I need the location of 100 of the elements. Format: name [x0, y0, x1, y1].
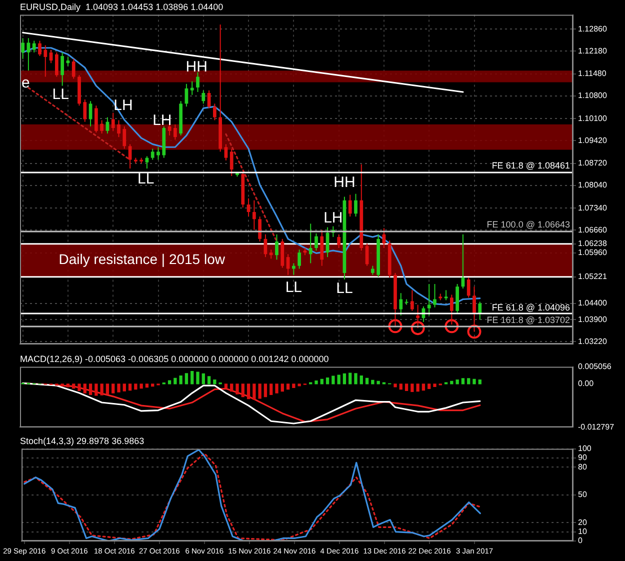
y-tick-label: 1.08040	[578, 180, 608, 190]
candlestick	[150, 148, 154, 160]
candlestick	[60, 52, 64, 86]
bar	[128, 384, 132, 391]
ref-line-label: FE 100.0 @ 1.06643	[486, 220, 570, 230]
candlestick	[94, 105, 98, 134]
candlestick	[399, 292, 403, 316]
candlestick	[258, 216, 262, 242]
bar	[314, 380, 318, 384]
bar	[467, 378, 470, 384]
annotation: LH	[152, 112, 172, 129]
bar	[145, 384, 149, 388]
bar	[461, 378, 465, 384]
bar	[270, 384, 273, 396]
bar	[134, 384, 138, 390]
bar	[298, 384, 301, 386]
bar	[348, 372, 352, 384]
bar	[258, 384, 262, 399]
candlestick	[478, 301, 482, 320]
bar	[292, 384, 296, 388]
annotation: LL	[138, 170, 154, 188]
y-tick-label: 20	[578, 518, 588, 527]
candlestick	[26, 38, 30, 72]
candlestick	[230, 148, 234, 176]
bar	[83, 384, 86, 394]
y-tick-label: 10	[578, 526, 588, 536]
bar	[196, 372, 200, 384]
candlestick	[38, 40, 42, 56]
bar	[399, 384, 402, 390]
y-tick-label: 1.10100	[578, 114, 608, 123]
bar	[207, 376, 211, 384]
y-tick-label: 1.03900	[578, 314, 608, 324]
bar	[326, 377, 330, 384]
y-tick-label: 1.03220	[578, 336, 608, 346]
bar	[433, 384, 436, 387]
bar	[410, 384, 414, 392]
bar	[140, 384, 143, 389]
chart-title: Stoch(14,3,3) 29.8978 36.9863	[20, 436, 144, 446]
candlestick	[314, 232, 318, 252]
candlestick	[21, 38, 25, 60]
y-tick-label: 1.12180	[578, 46, 608, 56]
bar	[376, 380, 380, 384]
bar	[168, 380, 172, 384]
y-tick-label: 0.005056	[578, 362, 612, 372]
bar	[241, 384, 244, 398]
candlestick	[128, 144, 132, 170]
y-tick-label: 1.05960	[578, 248, 608, 258]
y-tick-label: 0	[578, 536, 583, 546]
candlestick	[298, 249, 302, 270]
candlestick	[275, 234, 278, 260]
y-tick-label: 1.04400	[578, 298, 608, 308]
candlestick	[72, 58, 76, 80]
y-tick-label: 1.11480	[578, 69, 607, 78]
bar	[337, 374, 340, 384]
candlestick	[100, 120, 104, 134]
bar	[94, 384, 98, 396]
candlestick	[450, 294, 454, 326]
candlestick	[354, 193, 358, 218]
bar	[280, 384, 284, 392]
y-tick-label: 1.09420	[578, 136, 608, 145]
bar	[190, 371, 194, 384]
bar	[332, 376, 335, 384]
candlestick	[416, 304, 420, 329]
bar	[264, 384, 268, 398]
bar	[230, 384, 234, 392]
y-tick-label: 1.12860	[578, 24, 608, 34]
candlestick	[252, 200, 256, 230]
candlestick	[269, 249, 273, 260]
y-tick-label: 1.06238	[578, 239, 608, 248]
bar	[72, 384, 76, 389]
bar	[422, 384, 426, 391]
candlestick	[308, 223, 312, 264]
bar	[66, 384, 70, 388]
annotation: HH	[186, 58, 208, 76]
bar	[354, 373, 358, 384]
candlestick	[117, 120, 120, 138]
candlestick	[212, 103, 216, 121]
candlestick	[83, 98, 87, 122]
bar	[122, 384, 126, 392]
bar	[428, 384, 431, 389]
bar	[416, 384, 420, 392]
bar	[112, 384, 115, 394]
y-tick-label: 50	[578, 490, 588, 500]
candlestick	[54, 52, 58, 78]
candlestick	[292, 262, 296, 276]
bar	[371, 380, 374, 384]
bar	[478, 380, 482, 384]
candlestick	[286, 254, 290, 276]
candlestick	[111, 112, 115, 132]
candlestick	[156, 146, 160, 160]
chart-title: MACD(12,26,9) -0.005063 -0.006305 0.000000 0.000000 0.001242 0.000000	[20, 354, 329, 364]
candlestick	[472, 286, 476, 332]
bar	[179, 375, 182, 384]
candlestick	[32, 40, 36, 53]
candlestick	[444, 290, 448, 301]
bar	[224, 384, 228, 388]
y-tick-label: 90	[578, 453, 588, 462]
chart-title: EURUSD,Daily 1.04093 1.04453 1.03896 1.04400	[20, 2, 224, 12]
candlestick	[410, 290, 414, 312]
bar	[286, 384, 290, 390]
